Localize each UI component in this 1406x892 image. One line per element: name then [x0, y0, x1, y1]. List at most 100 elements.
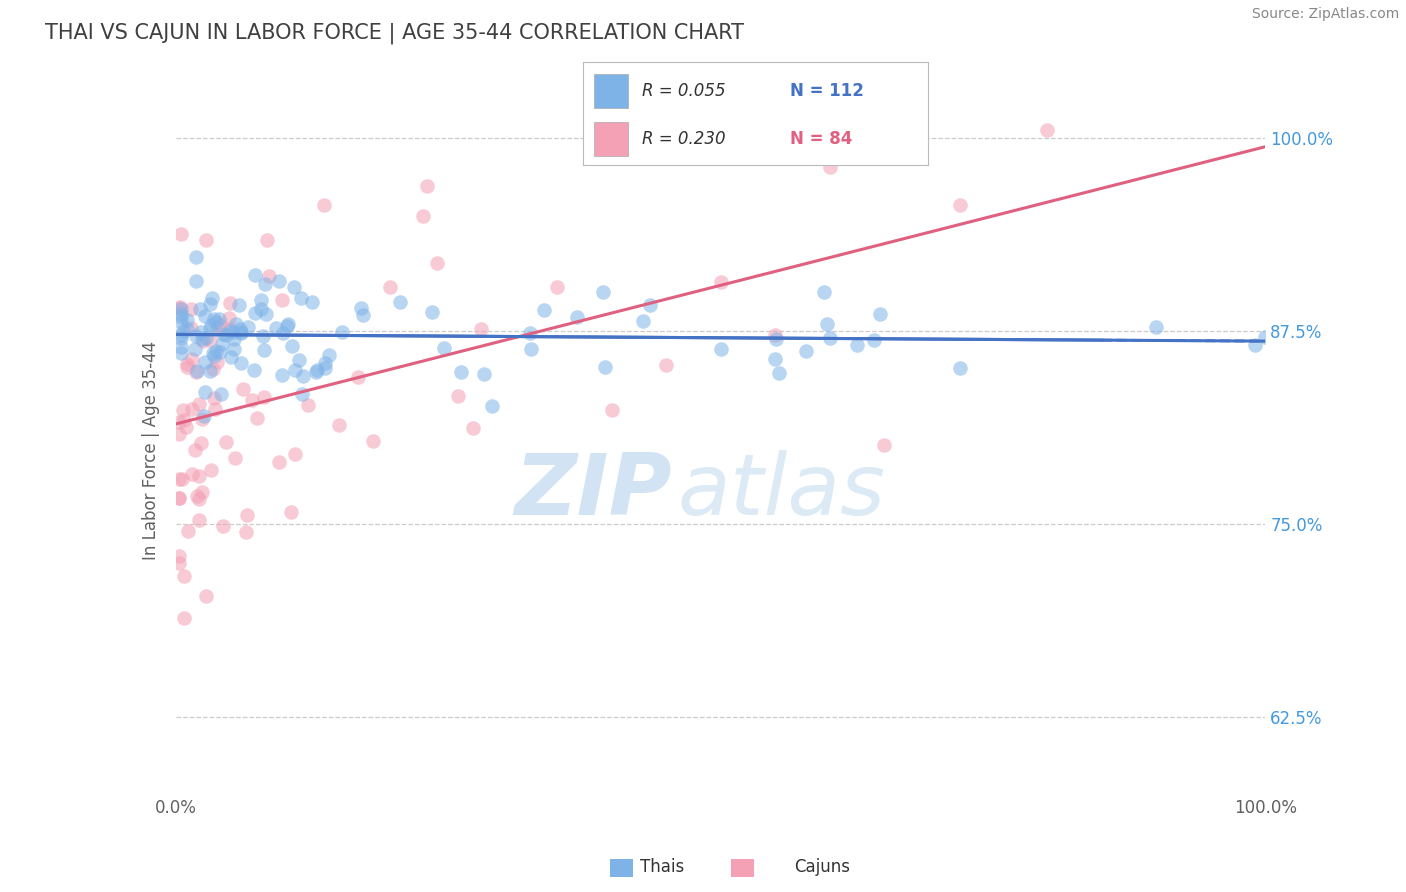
Point — [225, 317, 247, 331]
Point — [170, 472, 193, 486]
Point — [297, 398, 319, 412]
Point — [271, 368, 294, 382]
Text: ZIP: ZIP — [515, 450, 672, 533]
Point — [191, 485, 214, 500]
Point — [167, 549, 190, 563]
Point — [200, 321, 222, 335]
Point — [177, 524, 200, 538]
Point — [818, 331, 841, 345]
Point — [763, 352, 786, 367]
Point — [219, 350, 242, 364]
Point — [219, 322, 242, 336]
Point — [433, 341, 456, 355]
Point — [170, 330, 193, 344]
Point — [184, 442, 207, 457]
Text: Thais: Thais — [640, 858, 683, 876]
Point — [949, 361, 972, 376]
Point — [284, 447, 307, 461]
Point — [361, 434, 384, 448]
Point — [190, 326, 212, 340]
Text: N = 112: N = 112 — [790, 82, 865, 100]
Point — [187, 512, 209, 526]
Point — [188, 397, 211, 411]
Point — [350, 301, 373, 315]
Point — [219, 324, 242, 338]
Point — [232, 383, 254, 397]
Point — [301, 295, 323, 310]
Point — [207, 320, 229, 334]
Point — [283, 280, 305, 294]
Point — [253, 277, 276, 292]
Point — [218, 311, 240, 326]
Point — [280, 505, 302, 519]
Point — [593, 360, 616, 375]
Point — [796, 344, 818, 359]
Point — [250, 293, 273, 308]
Point — [176, 357, 198, 371]
Point — [264, 321, 287, 335]
FancyBboxPatch shape — [593, 122, 628, 156]
Point — [290, 291, 312, 305]
Point — [195, 233, 218, 247]
Point — [184, 365, 207, 379]
Point — [240, 392, 263, 407]
Point — [167, 427, 190, 442]
Point — [172, 324, 194, 338]
Point — [243, 268, 266, 283]
Point — [243, 363, 266, 377]
Point — [472, 367, 495, 381]
Point — [873, 438, 896, 452]
Point — [267, 455, 290, 469]
Point — [169, 300, 191, 314]
Point — [765, 332, 787, 346]
Point — [314, 356, 336, 370]
Point — [205, 315, 228, 329]
FancyBboxPatch shape — [610, 858, 633, 878]
Point — [380, 280, 402, 294]
Point — [463, 421, 485, 435]
Point — [202, 349, 225, 363]
Point — [209, 387, 232, 401]
Point — [211, 337, 233, 351]
Point — [195, 589, 218, 603]
Point — [470, 322, 492, 336]
Point — [330, 325, 353, 339]
Point — [252, 343, 274, 357]
Text: Cajuns: Cajuns — [794, 858, 851, 876]
Point — [170, 345, 193, 359]
Point — [246, 410, 269, 425]
Point — [170, 227, 193, 242]
Point — [229, 322, 252, 336]
Point — [949, 198, 972, 212]
Point — [167, 301, 190, 315]
Point — [170, 307, 193, 321]
Point — [259, 268, 281, 283]
Point — [420, 305, 443, 319]
Point — [174, 420, 197, 434]
Point — [208, 344, 231, 359]
Point — [224, 451, 246, 466]
Point — [256, 233, 278, 247]
Point — [201, 291, 224, 305]
Point — [267, 274, 290, 288]
Point — [862, 333, 884, 347]
Point — [1036, 123, 1059, 137]
Point — [1144, 320, 1167, 334]
Point — [846, 338, 869, 352]
Point — [567, 310, 589, 324]
Point — [638, 298, 661, 312]
Point — [186, 364, 208, 378]
Point — [229, 325, 252, 339]
Point — [198, 364, 221, 378]
FancyBboxPatch shape — [731, 858, 754, 878]
Point — [236, 320, 259, 334]
Point — [173, 569, 195, 583]
Point — [314, 197, 336, 211]
Point — [249, 301, 271, 316]
Point — [546, 279, 568, 293]
Text: atlas: atlas — [678, 450, 884, 533]
Point — [290, 387, 312, 401]
Point — [204, 391, 226, 405]
Point — [318, 348, 340, 362]
Point — [173, 610, 195, 624]
